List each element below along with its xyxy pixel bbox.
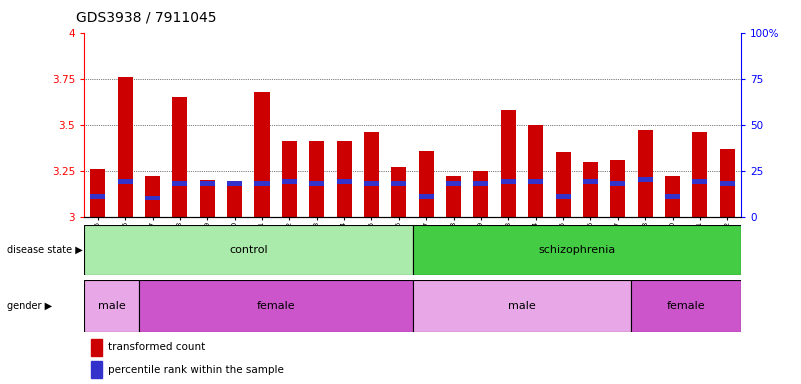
Bar (665, 194, 680, 199)
Bar (419, 151, 433, 217)
Bar (172, 97, 187, 217)
Bar (91, 169, 105, 217)
Bar (473, 181, 489, 185)
Text: gender ▶: gender ▶ (7, 301, 53, 311)
Bar (419, 194, 433, 199)
Bar (336, 141, 352, 217)
Bar (199, 180, 215, 217)
Bar (413, 280, 631, 332)
Bar (665, 176, 680, 217)
Bar (556, 152, 570, 217)
Bar (528, 179, 543, 184)
Bar (720, 149, 735, 217)
Text: female: female (667, 301, 706, 311)
Bar (139, 280, 413, 332)
Bar (583, 162, 598, 217)
Bar (282, 141, 297, 217)
Bar (309, 141, 324, 217)
Bar (364, 132, 379, 217)
Text: percentile rank within the sample: percentile rank within the sample (108, 364, 284, 374)
Text: male: male (98, 301, 125, 311)
Bar (227, 181, 242, 185)
Bar (638, 130, 653, 217)
Bar (720, 181, 735, 185)
Text: disease state ▶: disease state ▶ (7, 245, 83, 255)
Bar (255, 92, 269, 217)
Bar (692, 179, 707, 184)
Text: female: female (256, 301, 295, 311)
Bar (413, 225, 741, 275)
Bar (638, 177, 653, 182)
Bar (91, 361, 103, 378)
Bar (336, 179, 352, 184)
Bar (118, 179, 133, 184)
Bar (692, 132, 707, 217)
Bar (446, 181, 461, 185)
Bar (473, 171, 489, 217)
Bar (282, 179, 297, 184)
Bar (501, 110, 516, 217)
Bar (392, 167, 406, 217)
Bar (91, 339, 103, 356)
Bar (610, 160, 626, 217)
Bar (392, 181, 406, 185)
Bar (501, 179, 516, 184)
Bar (91, 194, 105, 199)
Bar (172, 181, 187, 185)
Bar (84, 225, 413, 275)
Text: transformed count: transformed count (108, 343, 205, 353)
Bar (583, 179, 598, 184)
Bar (255, 181, 269, 185)
Bar (528, 125, 543, 217)
Text: control: control (229, 245, 268, 255)
Bar (309, 181, 324, 185)
Bar (610, 181, 626, 185)
Text: male: male (508, 301, 536, 311)
Text: schizophrenia: schizophrenia (538, 245, 615, 255)
Text: GDS3938 / 7911045: GDS3938 / 7911045 (76, 11, 216, 25)
Bar (145, 196, 160, 200)
Bar (556, 194, 570, 199)
Bar (84, 280, 139, 332)
Bar (631, 280, 741, 332)
Bar (199, 181, 215, 185)
Bar (118, 77, 133, 217)
Bar (364, 181, 379, 185)
Bar (145, 176, 160, 217)
Bar (446, 176, 461, 217)
Bar (227, 182, 242, 217)
